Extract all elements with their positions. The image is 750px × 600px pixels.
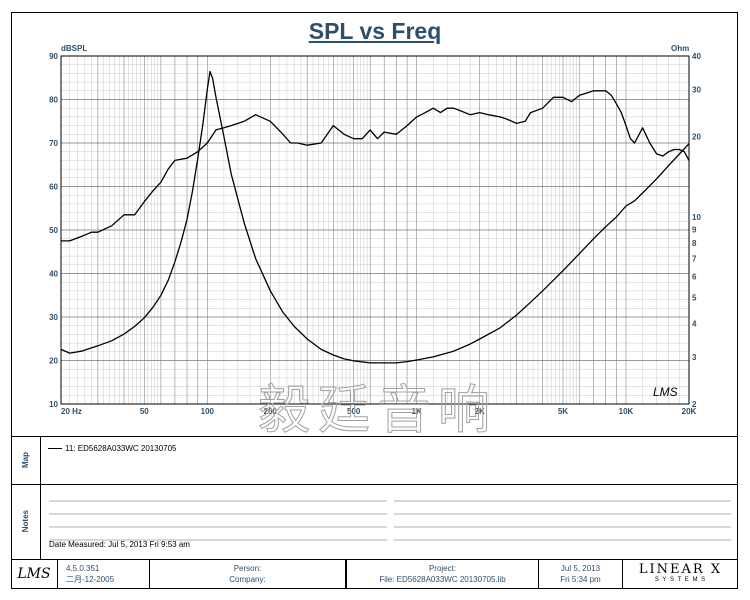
- brand-sub: S Y S T E M S: [654, 577, 707, 583]
- project-label: Project:: [428, 564, 457, 573]
- y-right-unit: Ohm: [671, 44, 689, 53]
- y-left-unit: dBSPL: [61, 44, 87, 53]
- notes-panel: [11, 484, 738, 559]
- x-tick-label: 1K: [412, 407, 422, 416]
- chart-title: SPL vs Freq: [308, 18, 442, 44]
- y-right-tick-label: 4: [692, 319, 697, 328]
- y-right-tick-label: 6: [692, 272, 697, 281]
- spl-chart: 20 Hz 50 100 200 500 1K 2K 5K 10K 20K 10 20 30 40 50 6…: [49, 44, 701, 440]
- footer-project-cell: Project: File: ED5628A033WC 20130705.lib: [346, 559, 539, 589]
- chart-mark: LMS: [653, 385, 678, 399]
- x-tick-label: 2K: [475, 407, 485, 416]
- y-right-tick-labels: 2 3 4 5 6 7 8 9 10 20 30 40: [692, 52, 701, 409]
- footer: [11, 559, 738, 589]
- y-right-tick-label: 8: [692, 239, 697, 248]
- legend-entry[interactable]: 11: ED5628A033WC 20130705: [48, 444, 177, 453]
- y-left-tick-label: 80: [49, 96, 58, 105]
- x-tick-label: 100: [201, 407, 215, 416]
- build-date: 二月-12-2005: [66, 575, 115, 584]
- footer-date-cell: Jul 5, 2013 Fri 5:34 pm: [539, 559, 623, 589]
- legend-label: 11: ED5628A033WC 20130705: [65, 444, 177, 453]
- spl-curve: [61, 90, 690, 242]
- chart-grid: [60, 55, 690, 405]
- watermark: 毅廷音响: [258, 382, 498, 440]
- y-right-tick-label: 20: [692, 133, 701, 142]
- page-frame: [11, 12, 738, 589]
- y-right-tick-label: 9: [692, 225, 697, 234]
- notes-lines: [49, 500, 731, 541]
- y-left-tick-label: 30: [49, 313, 58, 322]
- y-right-tick-label: 40: [692, 52, 701, 61]
- x-tick-label: 10K: [619, 407, 634, 416]
- x-tick-label: 500: [347, 407, 361, 416]
- footer-time: Fri 5:34 pm: [560, 575, 601, 584]
- legend-line-icon: [48, 448, 62, 449]
- x-tick-label: 5K: [558, 407, 568, 416]
- y-right-tick-label: 5: [692, 294, 697, 303]
- notes-label: Notes: [21, 510, 30, 533]
- impedance-curve: [60, 70, 690, 364]
- footer-version-cell: 4.5.0.351 二月-12-2005: [58, 559, 150, 589]
- footer-logo-cell: LMS: [11, 559, 58, 589]
- lms-logo: LMS: [17, 566, 51, 582]
- y-right-tick-label: 7: [692, 254, 697, 263]
- x-tick-label: 200: [264, 407, 278, 416]
- chart-series: [60, 70, 690, 364]
- y-left-tick-label: 20: [49, 357, 58, 366]
- y-left-tick-label: 70: [49, 139, 58, 148]
- file-label: File: ED5628A033WC 20130705.lib: [379, 575, 506, 584]
- y-right-tick-label: 10: [692, 213, 701, 222]
- y-left-tick-label: 10: [49, 400, 58, 409]
- footer-person-cell: Person: Company:: [150, 559, 346, 589]
- version: 4.5.0.351: [66, 564, 100, 573]
- x-tick-label: 20K: [682, 407, 697, 416]
- y-left-tick-label: 40: [49, 270, 58, 279]
- plot-frame: [60, 55, 690, 405]
- footer-date: Jul 5, 2013: [560, 564, 601, 573]
- map-panel: [11, 436, 738, 484]
- y-right-tick-label: 2: [692, 400, 697, 409]
- notes-label-cell: Notes: [11, 484, 41, 559]
- map-label-cell: Map: [11, 436, 41, 484]
- y-left-tick-label: 90: [49, 52, 58, 61]
- x-tick-labels: 20 Hz 50 100 200 500 1K 2K 5K 10K 20K: [61, 407, 697, 416]
- y-left-tick-label: 60: [49, 183, 58, 192]
- x-tick-label: 20 Hz: [61, 407, 82, 416]
- footer-brand-cell: LINEAR X S Y S T E M S: [623, 559, 738, 589]
- y-left-tick-label: 50: [49, 226, 58, 235]
- date-measured: Date Measured: Jul 5, 2013 Fri 9:53 am: [49, 540, 190, 549]
- y-right-tick-label: 3: [692, 353, 697, 362]
- person-label: Person:: [233, 564, 262, 573]
- company-label: Company:: [229, 575, 266, 584]
- y-right-tick-label: 30: [692, 85, 701, 94]
- map-label: Map: [21, 452, 30, 468]
- x-tick-label: 50: [140, 407, 149, 416]
- brand-logo: LINEAR X: [638, 562, 723, 577]
- y-left-tick-labels: 10 20 30 40 50 60 70 80 90: [49, 52, 58, 409]
